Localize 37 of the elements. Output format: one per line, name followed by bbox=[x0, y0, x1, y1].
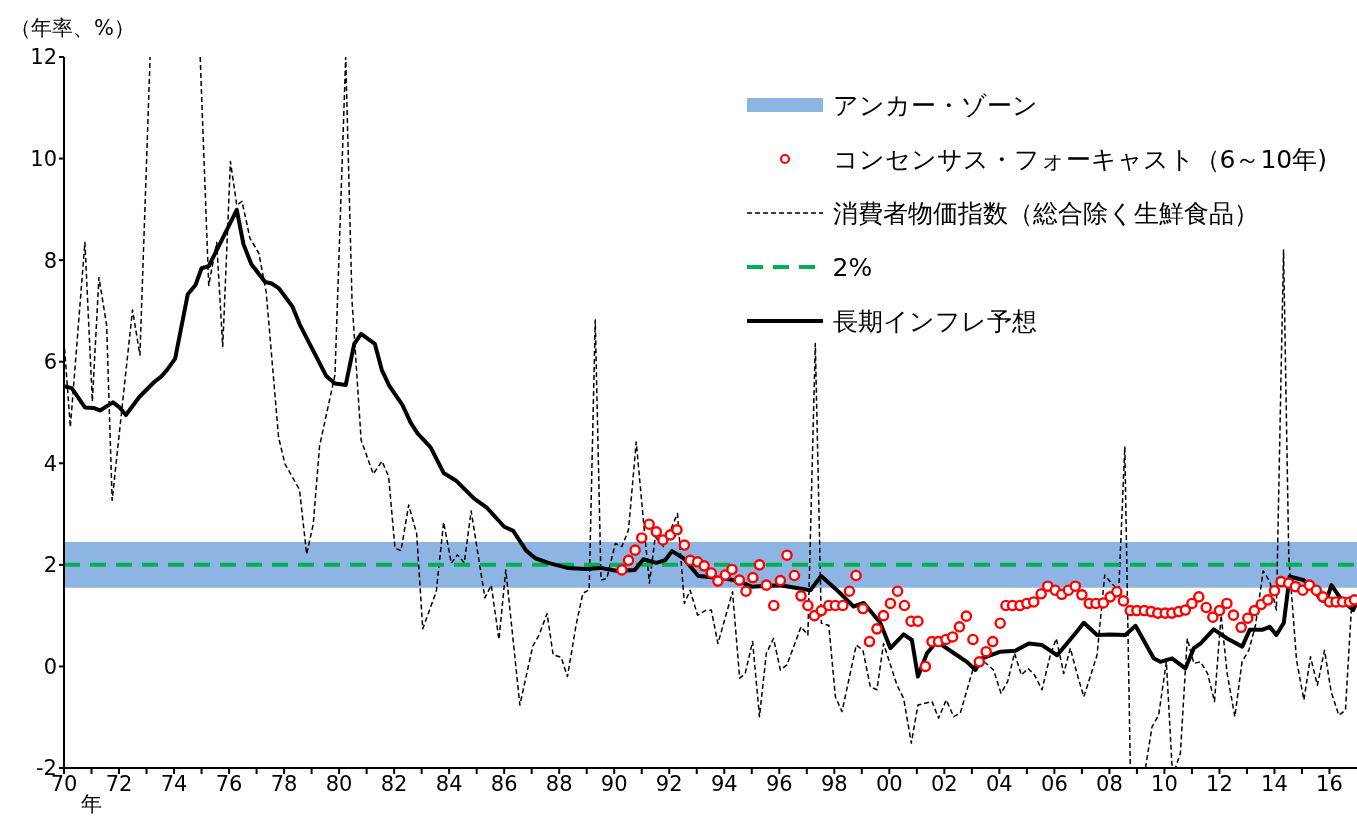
y-tick-label: 12 bbox=[30, 45, 57, 70]
legend-label: コンセンサス・フォーキャスト（6～10年) bbox=[832, 143, 1327, 176]
x-tick-label: 96 bbox=[765, 771, 793, 796]
y-tick-label: 8 bbox=[43, 248, 57, 273]
y-tick-label: 0 bbox=[43, 654, 57, 679]
x-tick-label: 78 bbox=[270, 771, 298, 796]
legend-label: 消費者物価指数（総合除く生鮮食品） bbox=[832, 197, 1259, 230]
legend-label: 長期インフレ予想 bbox=[832, 305, 1037, 338]
x-tick-label: 98 bbox=[820, 771, 848, 796]
x-tick-label: 82 bbox=[380, 771, 408, 796]
x-axis-title: 年 bbox=[80, 791, 102, 818]
x-tick-label: 06 bbox=[1041, 771, 1068, 796]
x-tick-label: 90 bbox=[600, 771, 628, 796]
y-tick-label: 6 bbox=[43, 350, 57, 375]
x-tick-label: 84 bbox=[435, 771, 463, 796]
x-tick-label: 92 bbox=[655, 771, 683, 796]
legend-label: アンカー・ゾーン bbox=[832, 89, 1038, 122]
x-tick-label: 10 bbox=[1151, 771, 1178, 796]
x-tick-label: 80 bbox=[325, 771, 353, 796]
x-tick-label: 04 bbox=[985, 771, 1013, 796]
legend-label: 2% bbox=[832, 252, 873, 282]
x-tick-label: 94 bbox=[710, 771, 738, 796]
y-axis-title: （年率、%） bbox=[10, 15, 135, 42]
x-tick-label: 76 bbox=[215, 771, 243, 796]
x-tick-label: 74 bbox=[160, 771, 188, 796]
x-tick-label: 08 bbox=[1096, 771, 1123, 796]
y-tick-label: 10 bbox=[30, 147, 57, 172]
x-tick-label: 02 bbox=[930, 771, 958, 796]
x-tick-label: 12 bbox=[1206, 771, 1233, 796]
y-tick-label: 4 bbox=[43, 451, 57, 476]
x-tick-label: 16 bbox=[1316, 771, 1343, 796]
x-tick-label: 88 bbox=[545, 771, 573, 796]
x-tick-label: 86 bbox=[490, 771, 518, 796]
x-tick-label: 14 bbox=[1261, 771, 1288, 796]
x-tick-label: 00 bbox=[875, 771, 903, 796]
x-tick-label: 72 bbox=[105, 771, 133, 796]
y-tick-label: 2 bbox=[43, 553, 57, 578]
